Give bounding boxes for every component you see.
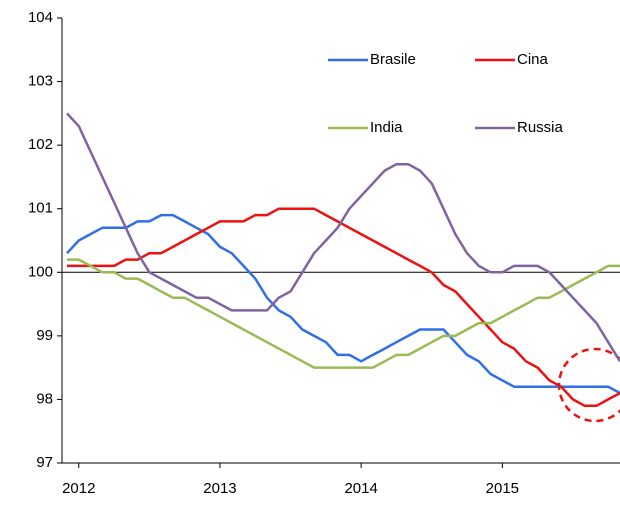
legend-label: Brasile [370,51,416,68]
y-tick-label: 101 [28,200,53,217]
series-line [67,258,620,369]
y-tick-label: 99 [36,327,53,344]
y-tick-label: 97 [36,454,53,471]
y-tick-label: 104 [28,9,53,26]
x-tick-label: 2012 [62,480,95,497]
series-line [66,213,620,395]
legend-label: Cina [517,51,549,68]
legend-label: India [370,119,403,136]
x-tick-label: 2013 [203,480,236,497]
x-tick-label: 2015 [486,480,519,497]
legend-label: Russia [517,119,564,136]
y-tick-label: 102 [28,136,53,153]
x-tick-label: 2014 [344,480,377,497]
y-tick-label: 98 [36,390,53,407]
series-line [67,207,620,408]
highlight-circle [557,347,620,423]
y-tick-label: 100 [28,263,53,280]
series-line [66,112,620,362]
y-tick-label: 103 [28,73,53,90]
